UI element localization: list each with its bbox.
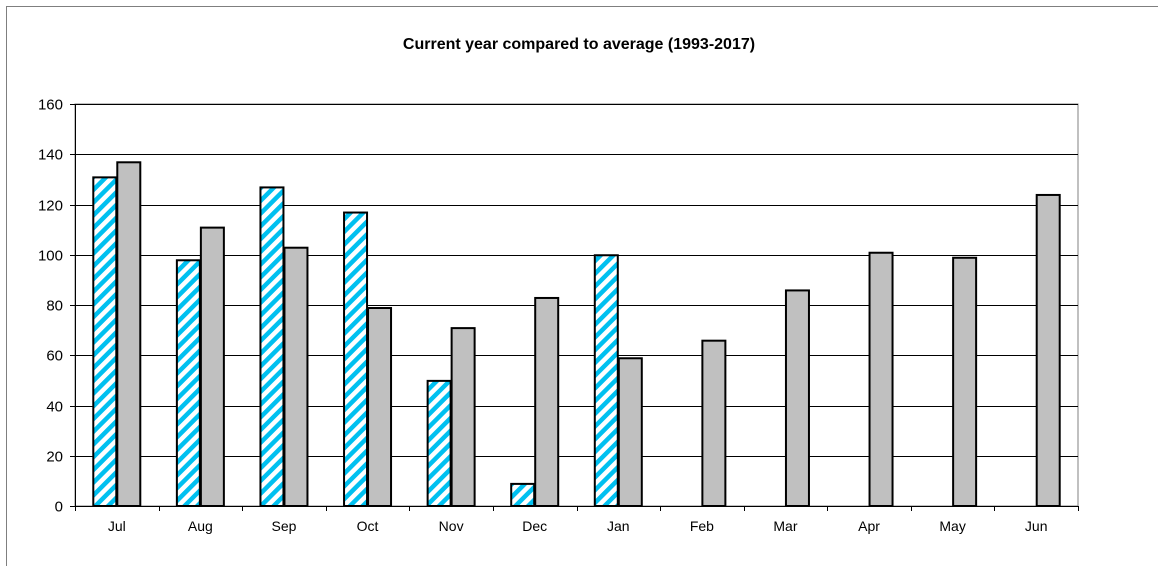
x-tick-label: Mar bbox=[773, 518, 797, 534]
y-tick-label: 20 bbox=[46, 449, 63, 466]
y-tick-label: 60 bbox=[46, 348, 63, 365]
x-tick-label: Apr bbox=[858, 518, 880, 534]
bar-average bbox=[701, 339, 727, 507]
x-tick-label: Jan bbox=[607, 518, 630, 534]
bar-average bbox=[534, 296, 560, 507]
bar-average bbox=[1035, 193, 1061, 507]
bar-current-year bbox=[426, 379, 452, 507]
axes: 0 20 40 60 80 100 120 140 160 Jul Aug Sep Oct Nov Dec J… bbox=[38, 97, 1079, 534]
x-tick-label: Dec bbox=[522, 518, 547, 534]
bars bbox=[92, 161, 1061, 508]
x-tick-label: Oct bbox=[357, 518, 379, 534]
y-tick-label: 140 bbox=[38, 147, 63, 164]
gridlines bbox=[74, 103, 1079, 507]
bar-current-year bbox=[92, 176, 118, 508]
x-tick-label: May bbox=[939, 518, 965, 534]
y-tick-label: 120 bbox=[38, 198, 63, 215]
x-tick-label: Sep bbox=[271, 518, 296, 534]
y-tick-label: 40 bbox=[46, 399, 63, 416]
bar-average bbox=[784, 289, 810, 507]
bar-current-year bbox=[510, 482, 536, 508]
bar-current-year bbox=[593, 254, 619, 507]
bar-current-year bbox=[175, 259, 201, 507]
y-tick-label: 80 bbox=[46, 298, 63, 315]
x-tick-label: Feb bbox=[690, 518, 714, 534]
y-tick-label: 100 bbox=[38, 248, 63, 265]
bar-current-year bbox=[343, 211, 369, 507]
bar-average bbox=[952, 256, 978, 508]
x-tick-label: Jun bbox=[1025, 518, 1048, 534]
x-tick-label: Aug bbox=[188, 518, 213, 534]
bar-average bbox=[116, 161, 142, 507]
y-tick-label: 0 bbox=[55, 499, 63, 516]
bar-average bbox=[868, 251, 894, 507]
chart-frame bbox=[6, 6, 1158, 566]
bar-average bbox=[450, 327, 476, 507]
bar-current-year bbox=[259, 186, 285, 507]
chart-title: Current year compared to average (1993-2… bbox=[402, 36, 756, 53]
y-tick-label: 160 bbox=[38, 97, 63, 114]
bar-average bbox=[283, 246, 309, 507]
bar-average bbox=[617, 357, 643, 508]
bar-average bbox=[367, 307, 393, 508]
x-tick-label: Nov bbox=[439, 518, 464, 534]
x-tick-label: Jul bbox=[108, 518, 126, 534]
bar-average bbox=[199, 226, 225, 508]
